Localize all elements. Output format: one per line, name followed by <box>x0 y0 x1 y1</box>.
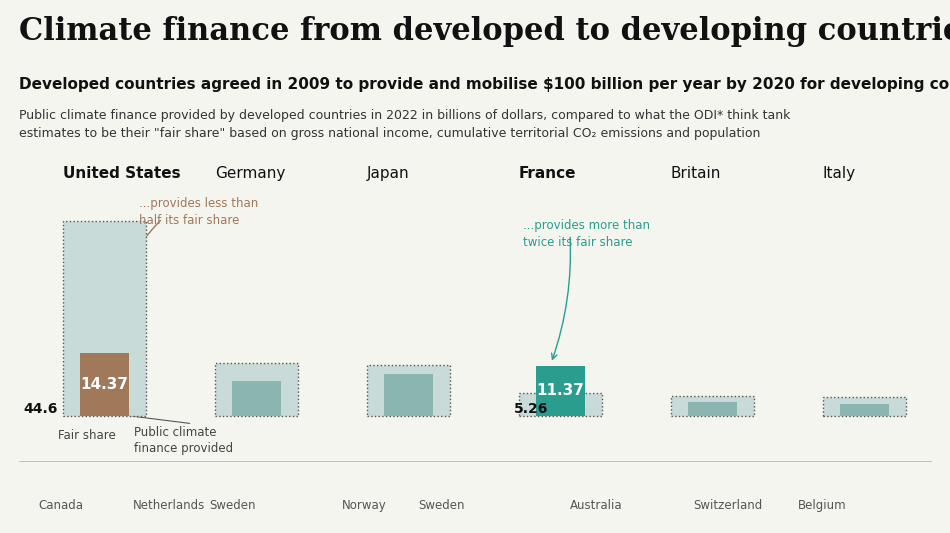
Text: Public climate
finance provided: Public climate finance provided <box>134 426 233 455</box>
Text: Developed countries agreed in 2009 to provide and mobilise $100 billion per year: Developed countries agreed in 2009 to pr… <box>19 77 950 92</box>
Text: Norway: Norway <box>342 499 387 512</box>
Text: ...provides more than
twice its fair share: ...provides more than twice its fair sha… <box>523 219 651 248</box>
Text: Australia: Australia <box>570 499 622 512</box>
Text: Public climate finance provided by developed countries in 2022 in billions of do: Public climate finance provided by devel… <box>19 109 790 140</box>
Text: Fair share: Fair share <box>58 429 116 442</box>
Text: Japan: Japan <box>367 166 409 181</box>
Text: 11.37: 11.37 <box>537 383 584 398</box>
Text: ...provides less than
half its fair share: ...provides less than half its fair shar… <box>139 197 258 227</box>
Text: Sweden: Sweden <box>418 499 465 512</box>
Text: Climate finance from developed to developing countries: Climate finance from developed to develo… <box>19 16 950 47</box>
Text: Canada: Canada <box>38 499 83 512</box>
Text: United States: United States <box>63 166 180 181</box>
Text: France: France <box>519 166 577 181</box>
Text: 14.37: 14.37 <box>81 377 128 392</box>
Text: Italy: Italy <box>823 166 856 181</box>
Text: Switzerland: Switzerland <box>694 499 763 512</box>
Text: Germany: Germany <box>215 166 285 181</box>
Text: Belgium: Belgium <box>798 499 846 512</box>
Text: Sweden: Sweden <box>209 499 256 512</box>
Text: Britain: Britain <box>671 166 721 181</box>
Text: 44.6: 44.6 <box>24 402 58 416</box>
Text: 5.26: 5.26 <box>514 402 548 416</box>
Text: Netherlands: Netherlands <box>133 499 205 512</box>
